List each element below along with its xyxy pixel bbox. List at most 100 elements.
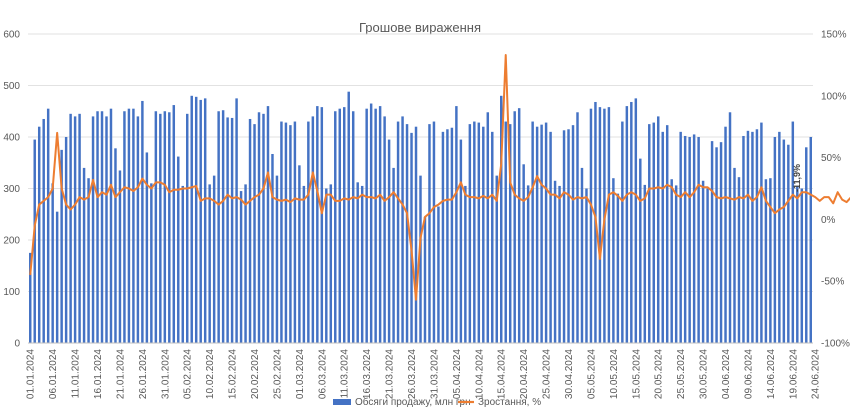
bar: [316, 106, 319, 343]
bar: [298, 165, 301, 343]
bar: [553, 180, 557, 343]
bar: [432, 121, 436, 343]
bar: [60, 149, 63, 343]
bar: [356, 182, 359, 343]
bar: [544, 122, 548, 343]
bar: [558, 185, 561, 343]
bar: [724, 126, 727, 343]
bar: [571, 125, 575, 343]
legend-swatch-bars: [333, 399, 351, 405]
x-tick-label: 21.01.2024: [115, 349, 126, 399]
bar: [360, 185, 364, 343]
bar: [549, 131, 552, 343]
bar: [513, 111, 516, 343]
bar: [311, 116, 315, 344]
bar: [742, 135, 745, 343]
bar: [495, 175, 498, 343]
bar: [760, 122, 763, 343]
bar: [284, 122, 288, 343]
bar: [114, 148, 117, 343]
bar: [378, 106, 382, 343]
bar: [728, 112, 732, 343]
bar: [33, 139, 36, 343]
bar: [194, 96, 198, 343]
legend: Обсяги продажу, млн грн Зростання, %: [333, 396, 541, 408]
x-tick-label: 10.05.2024: [609, 349, 620, 399]
x-tick-label: 16.03.2024: [362, 349, 373, 399]
x-tick-label: 26.01.2024: [138, 349, 149, 399]
x-tick-label: 01.03.2024: [295, 349, 306, 399]
bar: [159, 113, 162, 343]
bar: [800, 188, 804, 343]
bar: [168, 112, 171, 343]
bar: [468, 124, 472, 343]
bar: [419, 175, 422, 343]
bar: [127, 108, 131, 343]
bar: [522, 164, 525, 343]
bar: [733, 167, 736, 343]
bar: [670, 179, 673, 343]
bar: [809, 137, 812, 343]
x-tick-label: 31.01.2024: [160, 349, 171, 399]
bar: [746, 130, 750, 343]
bar: [562, 130, 566, 343]
bar: [508, 124, 512, 343]
x-tick-label: 24.06.2024: [811, 349, 822, 399]
y-tick-label: 400: [3, 133, 20, 144]
bar: [639, 158, 642, 343]
bar: [787, 144, 790, 343]
x-tick-label: 11.03.2024: [340, 349, 351, 399]
bar: [455, 106, 458, 343]
x-tick-label: 20.04.2024: [519, 349, 530, 399]
bar: [275, 175, 279, 343]
bar: [535, 126, 539, 343]
bar: [212, 175, 216, 343]
bar: [585, 188, 588, 343]
y-tick-label: 500: [3, 81, 20, 92]
bar: [607, 107, 611, 343]
x-tick-label: 25.04.2024: [542, 349, 553, 399]
bar: [598, 107, 602, 343]
bar: [118, 170, 122, 343]
bar: [351, 111, 355, 343]
y2-tick-label: -100%: [821, 339, 850, 350]
x-tick-label: 10.04.2024: [474, 349, 485, 399]
bar: [73, 116, 77, 344]
bar: [186, 113, 189, 343]
bar: [51, 183, 54, 343]
bar: [217, 111, 220, 343]
x-tick-label: 26.03.2024: [407, 349, 418, 399]
bar: [329, 184, 333, 343]
bar: [190, 95, 193, 343]
bar: [531, 121, 534, 343]
bar: [782, 139, 786, 343]
bar: [692, 134, 696, 343]
legend-label-bars: Обсяги продажу, млн грн: [355, 396, 471, 408]
x-tick-label: 25.05.2024: [676, 349, 687, 399]
bar: [674, 185, 678, 343]
bar: [257, 112, 261, 343]
bar: [612, 178, 615, 343]
bar: [325, 188, 328, 343]
y-tick-label: 0: [14, 339, 20, 350]
y2-tick-label: 0%: [821, 215, 836, 226]
bar: [697, 137, 700, 343]
x-tick-label: 30.05.2024: [699, 349, 710, 399]
bar: [365, 108, 368, 343]
bar: [576, 112, 579, 343]
y2-tick-label: 100%: [821, 91, 847, 102]
right-y-axis: -100% -50% 0% 50% 100% 150%: [821, 30, 850, 350]
bar: [307, 121, 310, 343]
bar: [320, 107, 324, 343]
bar: [446, 129, 449, 343]
bar: [29, 252, 32, 343]
bar: [701, 180, 705, 343]
growth-line: [29, 54, 850, 301]
bar: [235, 98, 238, 343]
bar: [540, 124, 543, 343]
bar: [459, 139, 463, 343]
bar: [37, 126, 41, 343]
y-tick-label: 300: [3, 184, 20, 195]
bar: [369, 103, 373, 344]
bar: [96, 111, 99, 343]
